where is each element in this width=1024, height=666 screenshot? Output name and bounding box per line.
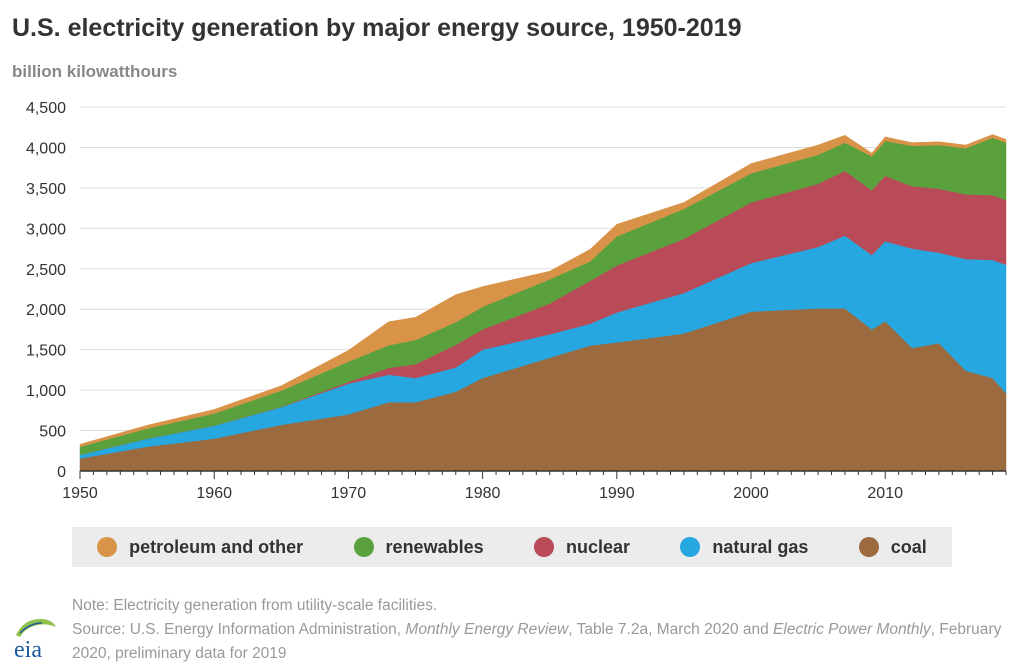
legend-swatch-nuclear bbox=[533, 537, 554, 557]
source-publication-epm: Electric Power Monthly bbox=[773, 621, 931, 638]
x-tick-label: 2000 bbox=[733, 485, 769, 502]
legend-label-coal: coal bbox=[890, 536, 927, 557]
footnote: Note: Electricity generation from utilit… bbox=[72, 594, 1012, 666]
legend: petroleum and other renewables nuclear n… bbox=[72, 527, 952, 567]
y-tick-label: 2,500 bbox=[26, 262, 66, 279]
y-tick-label: 1,000 bbox=[26, 383, 66, 400]
source-middle: , Table 7.2a, March 2020 and bbox=[568, 621, 774, 638]
x-tick-label: 1950 bbox=[62, 485, 98, 502]
legend-item-coal: coal bbox=[858, 536, 927, 558]
series-areas bbox=[79, 134, 1007, 472]
axes: 0 500 1,000 1,500 2,000 2,500 3,000 3,500 4,000 4… bbox=[26, 100, 1007, 502]
area-petroleum-and-other bbox=[79, 134, 1007, 448]
legend-label-renewables: renewables bbox=[385, 536, 484, 557]
y-tick-label: 0 bbox=[57, 464, 66, 481]
eia-logo-text: eia bbox=[14, 637, 42, 663]
legend-label-petroleum: petroleum and other bbox=[129, 536, 304, 557]
source-text: Source: U.S. Energy Information Administ… bbox=[72, 618, 1012, 666]
x-tick-label: 1990 bbox=[599, 485, 635, 502]
legend-item-renewables: renewables bbox=[353, 536, 484, 558]
chart-title: U.S. electricity generation by major ene… bbox=[12, 14, 742, 42]
y-tick-label: 3,500 bbox=[26, 181, 66, 198]
x-tick-label: 1970 bbox=[331, 485, 367, 502]
legend-swatch-coal bbox=[858, 537, 879, 557]
y-tick-label: 500 bbox=[39, 424, 66, 441]
x-tick-label: 1960 bbox=[196, 485, 232, 502]
legend-label-nuclear: nuclear bbox=[565, 536, 630, 557]
y-tick-label: 2,000 bbox=[26, 302, 66, 319]
y-tick-label: 1,500 bbox=[26, 343, 66, 360]
source-publication-mer: Monthly Energy Review bbox=[405, 621, 569, 638]
x-tick-label: 2010 bbox=[867, 485, 903, 502]
x-tick-label: 1980 bbox=[465, 485, 501, 502]
eia-logo: eia bbox=[14, 619, 56, 663]
y-tick-label: 4,500 bbox=[26, 100, 66, 117]
legend-label-natural-gas: natural gas bbox=[712, 536, 809, 557]
legend-item-nuclear: nuclear bbox=[533, 536, 630, 558]
source-suffix: , February 2020, preliminary data for 20… bbox=[72, 621, 1002, 662]
note-text: Note: Electricity generation from utilit… bbox=[72, 597, 438, 614]
y-tick-label: 4,000 bbox=[26, 140, 66, 157]
legend-swatch-renewables bbox=[353, 537, 374, 557]
legend-item-natural-gas: natural gas bbox=[680, 537, 808, 558]
legend-item-petroleum: petroleum and other bbox=[97, 537, 303, 558]
y-tick-label: 3,000 bbox=[26, 221, 66, 238]
legend-swatch-natural-gas bbox=[680, 537, 701, 557]
stacked-area-chart: 0 500 1,000 1,500 2,000 2,500 3,000 3,500 4,000 4… bbox=[26, 100, 1007, 502]
source-prefix: Source: U.S. Energy Information Administ… bbox=[72, 621, 406, 638]
y-axis-unit-label: billion kilowatthours bbox=[12, 62, 178, 81]
legend-swatch-petroleum bbox=[97, 537, 118, 557]
